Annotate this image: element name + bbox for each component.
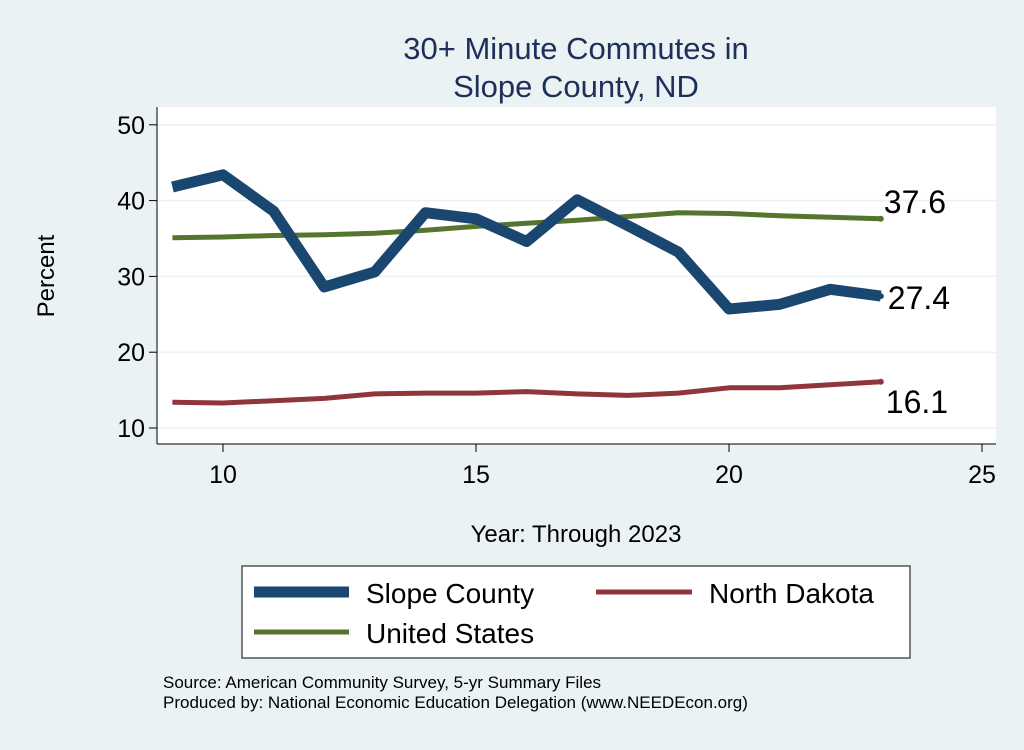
end-marker-united-states [877, 215, 884, 222]
legend-label-united-states: United States [366, 618, 534, 649]
end-marker-north-dakota [877, 378, 884, 385]
end-marker-slope-county [877, 293, 884, 300]
legend-label-slope-county: Slope County [366, 578, 534, 609]
end-labels: 27.4 16.1 37.6 [877, 184, 950, 420]
end-label-north-dakota: 16.1 [886, 384, 948, 420]
x-tick-label-10: 10 [209, 461, 237, 489]
y-axis-title: Percent [33, 234, 60, 317]
y-tick-label-40: 40 [117, 188, 145, 216]
x-tick-label-20: 20 [715, 461, 743, 489]
series-line-slope-county [171, 169, 882, 315]
end-label-united-states: 37.6 [884, 184, 946, 220]
legend-label-north-dakota: North Dakota [709, 578, 874, 609]
x-tick-label-25: 25 [968, 461, 996, 489]
plot-area [157, 107, 996, 444]
y-tick-label-30: 30 [117, 263, 145, 291]
chart-title-line-1: 30+ Minute Commutes in [403, 31, 748, 66]
x-tick-label-15: 15 [462, 461, 490, 489]
source-note: Source: American Community Survey, 5-yr … [163, 673, 601, 692]
series-layer [171, 169, 882, 406]
producer-note: Produced by: National Economic Education… [163, 693, 748, 712]
y-tick-label-10: 10 [117, 415, 145, 443]
x-axis-ticks: 10 15 20 25 [209, 444, 996, 489]
y-tick-label-50: 50 [117, 112, 145, 140]
legend: Slope County North Dakota United States [241, 565, 911, 659]
x-axis-title: Year: Through 2023 [471, 521, 682, 548]
y-tick-label-20: 20 [117, 339, 145, 367]
end-label-slope-county: 27.4 [888, 280, 950, 316]
series-line-north-dakota [172, 379, 881, 406]
y-axis-ticks: 10 20 30 40 50 [117, 112, 157, 443]
chart-title-line-2: Slope County, ND [453, 69, 699, 104]
legend-box [241, 565, 911, 659]
